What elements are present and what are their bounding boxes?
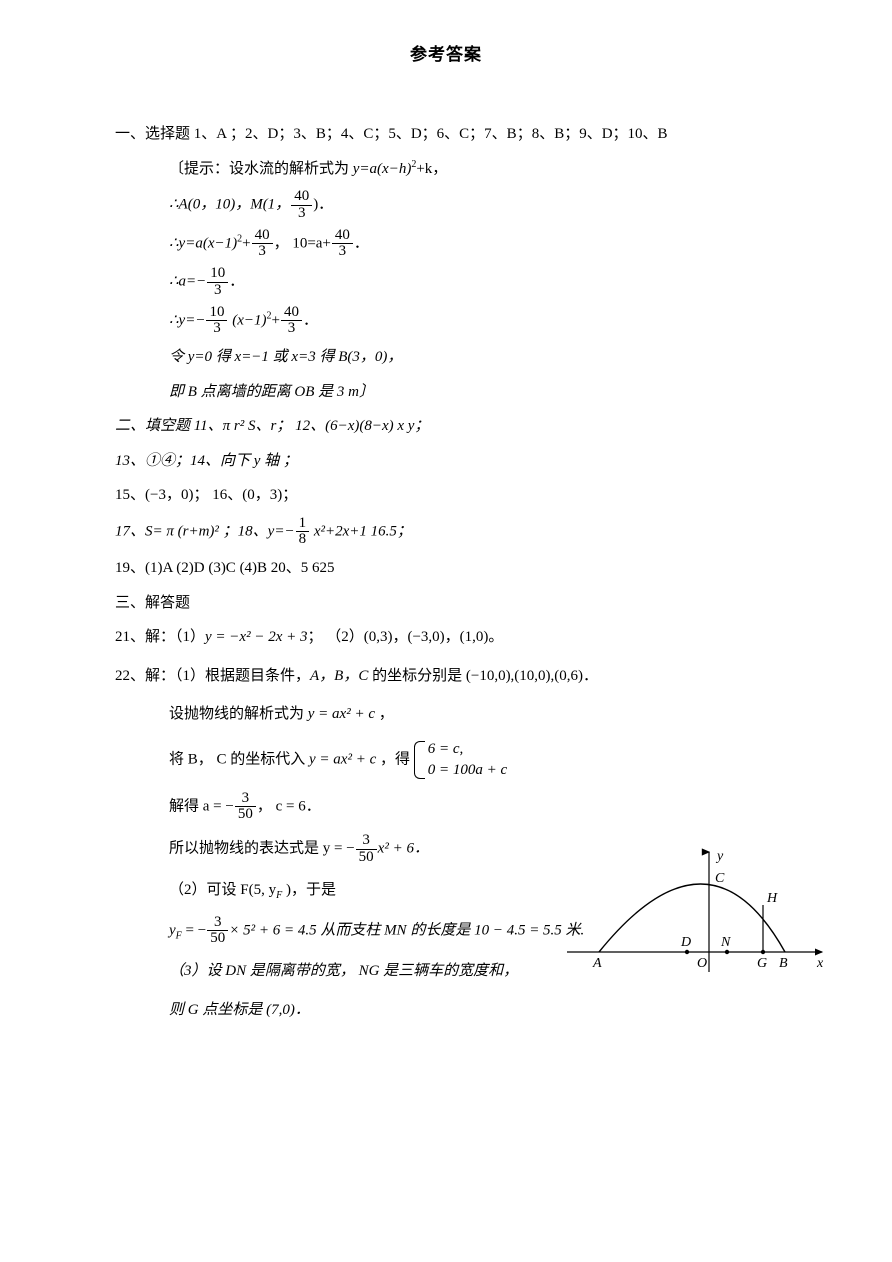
lbl-H: H bbox=[766, 891, 778, 906]
lbl-D: D bbox=[680, 935, 691, 950]
lbl-N: N bbox=[720, 935, 731, 950]
line-let: 令 y=0 得 x=−1 或 x=3 得 B(3，0)， bbox=[115, 343, 777, 372]
l22-mid: A，B，C bbox=[310, 668, 368, 684]
pA: ∴A(0，10)，M(1， bbox=[169, 197, 290, 213]
hint-y: y=a bbox=[353, 161, 377, 177]
frac-10-3-a: 103 bbox=[207, 266, 228, 299]
l17: 17、S= π (r+m)² ；18、y=−18 x²+2x+1 16.5； bbox=[115, 516, 777, 549]
hint-open: 〔提示：设水流的解析式为 bbox=[169, 161, 353, 177]
line-A: ∴A(0，10)，M(1，403)． bbox=[115, 189, 777, 222]
p2-tail: )，于是 bbox=[282, 882, 336, 898]
frac-40-3-c: 403 bbox=[332, 228, 353, 261]
set-para: 设抛物线的解析式为 y = ax² + c ， bbox=[115, 700, 777, 729]
brace-row-2: 0 = 100a + c bbox=[428, 760, 507, 781]
hint-line: 〔提示：设水流的解析式为 y=a(x−h)2+k， bbox=[115, 155, 777, 184]
frac-40-3-b: 403 bbox=[252, 228, 273, 261]
sub-bc-txt: 将 B， C 的坐标代入 bbox=[169, 751, 309, 767]
pY-tail: ， 10=a+ bbox=[274, 235, 331, 251]
pY2-end: ． bbox=[303, 312, 318, 328]
parabola-diagram: y x C H A O D N G B bbox=[557, 842, 832, 992]
l19: 19、(1)A (2)D (3)C (4)B 20、5 625 bbox=[115, 554, 777, 583]
line-dist: 即 B 点离墙的距离 OB 是 3 m〕 bbox=[115, 378, 777, 407]
set-para-eq: y = ax² + c bbox=[308, 706, 375, 722]
expr-pre: 所以抛物线的表达式是 y = − bbox=[169, 841, 355, 857]
yf-y: y bbox=[169, 922, 176, 938]
pY2-plus: + bbox=[271, 312, 279, 328]
lbl-G: G bbox=[757, 956, 767, 971]
page-title: 参考答案 bbox=[115, 40, 777, 65]
pA2: ∴a=− bbox=[169, 274, 206, 290]
frac-3-50-a: 350 bbox=[235, 791, 256, 824]
page: 参考答案 一、选择题 1、A ；2、D；3、B；4、C；5、D；6、C；7、B；… bbox=[0, 0, 892, 1262]
set-para-txt: 设抛物线的解析式为 bbox=[169, 706, 308, 722]
l21-pre: 21、解：（1） bbox=[115, 629, 205, 645]
frac-1-8: 18 bbox=[296, 516, 310, 549]
solve-mid: ， c = 6． bbox=[257, 798, 321, 814]
pY2-mid: (x−1) bbox=[228, 312, 266, 328]
l21-eq: y = −x² − 2x + 3 bbox=[205, 629, 307, 645]
solve-pre: 解得 a = − bbox=[169, 798, 234, 814]
sub-bc: 将 B， C 的坐标代入 y = ax² + c ，得 6 = c, 0 = 1… bbox=[115, 739, 777, 781]
pA2-end: ． bbox=[229, 274, 244, 290]
yf-mid: × 5² + 6 = 4.5 从而支柱 MN 的长度是 10 − 4.5 = 5… bbox=[229, 922, 584, 938]
line-Y: ∴y=a(x−1)2+403， 10=a+403． bbox=[115, 228, 777, 261]
pG: 则 G 点坐标是 (7,0)． bbox=[115, 996, 777, 1025]
l22-pre: 22、解：（1）根据题目条件， bbox=[115, 668, 310, 684]
lbl-O: O bbox=[697, 956, 707, 971]
parabola-curve bbox=[599, 884, 785, 952]
pt-G bbox=[761, 950, 765, 954]
lbl-C: C bbox=[715, 871, 725, 886]
frac-3-50-b: 350 bbox=[356, 833, 377, 866]
sec1-heading: 一、选择题 1、A ；2、D；3、B；4、C；5、D；6、C；7、B；8、B；9… bbox=[115, 120, 777, 149]
pt-D bbox=[685, 950, 689, 954]
pY-mid: + bbox=[242, 235, 250, 251]
pY-end: ． bbox=[354, 235, 369, 251]
line-Y2: ∴y=−103 (x−1)2+403． bbox=[115, 305, 777, 338]
frac-3-50-c: 350 bbox=[207, 915, 228, 948]
expr-tail: x² + 6． bbox=[378, 841, 429, 857]
l22-tail: 的坐标分别是 (−10,0),(10,0),(0,6)． bbox=[368, 668, 598, 684]
frac-40-3-a: 403 bbox=[291, 189, 312, 222]
p2-pre: （2）可设 F(5, y bbox=[169, 882, 276, 898]
l22: 22、解：（1）根据题目条件，A，B，C 的坐标分别是 (−10,0),(10,… bbox=[115, 662, 777, 691]
line-a2: ∴a=−103． bbox=[115, 266, 777, 299]
lbl-x: x bbox=[816, 956, 824, 971]
l15: 15、(−3，0)； 16、(0，3)； bbox=[115, 481, 777, 510]
l17b: x²+2x+1 16.5； bbox=[310, 523, 412, 539]
pY2: ∴y=− bbox=[169, 312, 205, 328]
sec3-head: 三、解答题 bbox=[115, 589, 777, 618]
lbl-B: B bbox=[779, 956, 788, 971]
lbl-y: y bbox=[715, 849, 724, 864]
frac-10-3-b: 103 bbox=[206, 305, 227, 338]
brace-row-1: 6 = c, bbox=[428, 739, 507, 760]
l13: 13、①④；14、向下 y 轴 ； bbox=[115, 447, 777, 476]
pA-tail: )． bbox=[313, 197, 333, 213]
lbl-A: A bbox=[592, 956, 602, 971]
l17a: 17、S= π (r+m)² ；18、y=− bbox=[115, 523, 295, 539]
l11: 二、填空题 11、π r² S、r； 12、(6−x)(8−x) x y； bbox=[115, 412, 777, 441]
brace-system: 6 = c, 0 = 100a + c bbox=[414, 739, 507, 781]
solve: 解得 a = −350， c = 6． bbox=[115, 791, 777, 824]
l21-tail: ； （2）(0,3)，(−3,0)，(1,0)。 bbox=[307, 629, 503, 645]
l21: 21、解：（1）y = −x² − 2x + 3； （2）(0,3)，(−3,0… bbox=[115, 623, 777, 652]
pY: ∴y=a(x−1) bbox=[169, 235, 237, 251]
sub-bc-mid: ，得 bbox=[376, 751, 410, 767]
sub-bc-eq: y = ax² + c bbox=[309, 751, 376, 767]
pt-N bbox=[725, 950, 729, 954]
hint-tail: +k， bbox=[416, 161, 447, 177]
frac-40-3-d: 403 bbox=[281, 305, 302, 338]
yf-eq: = − bbox=[182, 922, 206, 938]
set-para-tail: ， bbox=[375, 706, 394, 722]
hint-xh: (x−h) bbox=[377, 161, 411, 177]
